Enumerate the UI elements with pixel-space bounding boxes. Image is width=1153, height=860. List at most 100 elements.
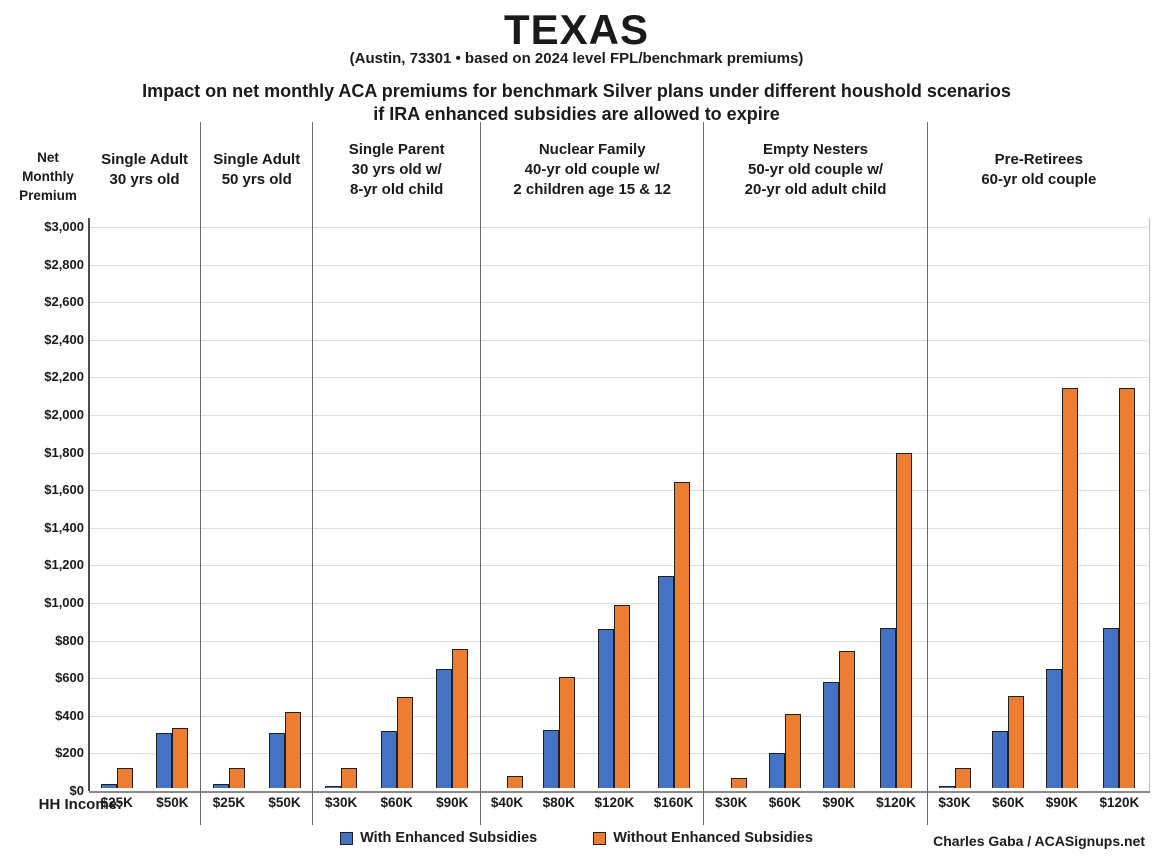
bar-with-subsidies xyxy=(992,731,1009,788)
bar-pair xyxy=(325,768,358,788)
y-tick-label: $2,600 xyxy=(44,294,84,310)
income-category-label: $90K xyxy=(822,795,855,810)
y-tick-label: $3,000 xyxy=(44,219,84,234)
income-category-label: $80K xyxy=(542,795,575,810)
income-category: $50K xyxy=(156,218,189,825)
scenario-group: Single Adult 30 yrs old $25K $50K xyxy=(89,122,200,825)
gridline xyxy=(89,302,1150,304)
bar-pair xyxy=(380,697,413,788)
scenario-group-header: Empty Nesters 50-yr old couple w/ 20-yr … xyxy=(744,141,887,198)
scenario-group-bars: $40K $80K $120K $160K xyxy=(481,218,703,825)
chart-title: TEXAS xyxy=(503,6,650,53)
bar-without-subsidies xyxy=(506,776,523,788)
income-category: $90K xyxy=(822,218,855,825)
scenario-group: Single Parent 30 yrs old w/ 8-yr old chi… xyxy=(312,122,480,825)
scenario-group-bars: $30K $60K $90K $120K xyxy=(928,218,1150,825)
income-category-label: $50K xyxy=(156,795,189,810)
income-category: $90K xyxy=(436,218,468,825)
y-tick-label: $200 xyxy=(55,745,84,761)
bar-with-subsidies xyxy=(657,576,674,788)
y-axis-line xyxy=(88,218,90,791)
bar-without-subsidies xyxy=(558,677,575,788)
income-category-label: $50K xyxy=(268,795,301,810)
bar-with-subsidies xyxy=(212,784,229,788)
bar-pair xyxy=(156,728,189,788)
legend-swatch-orange-icon xyxy=(593,831,607,845)
scenario-group-header: Single Parent 30 yrs old w/ 8-yr old chi… xyxy=(348,141,445,198)
credit-attribution: Charles Gaba / ACASignups.net xyxy=(933,833,1145,849)
income-category: $60K xyxy=(992,218,1024,825)
bar-with-subsidies xyxy=(1103,628,1120,788)
bar-without-subsidies xyxy=(954,768,971,788)
bar-pair xyxy=(1045,388,1078,788)
income-category-label: $40K xyxy=(490,795,524,810)
income-category-label: $30K xyxy=(715,795,748,810)
legend-label-without-subsidies: Without Enhanced Subsidies xyxy=(613,830,813,846)
income-category-label: $25K xyxy=(100,795,133,810)
chart-headline: Impact on net monthly ACA premiums for b… xyxy=(0,80,1153,126)
bar-without-subsidies xyxy=(341,768,358,788)
bar-with-subsidies xyxy=(268,733,285,788)
bar-pair xyxy=(992,696,1025,788)
scenario-group-header: Single Adult 50 yrs old xyxy=(213,151,301,188)
income-category: $25K xyxy=(213,218,245,825)
y-tick-label: $1,600 xyxy=(44,482,84,498)
y-tick-label: $400 xyxy=(55,707,84,723)
bar-pair xyxy=(1103,388,1136,788)
income-category-label: $30K xyxy=(324,795,358,810)
y-tick-label: $1,200 xyxy=(44,557,84,573)
bar-with-subsidies xyxy=(822,682,839,788)
bar-pair xyxy=(822,651,855,788)
y-axis-title: Net Monthly Premium xyxy=(19,150,77,203)
bar-without-subsidies xyxy=(1008,696,1025,788)
plot-right-border xyxy=(1149,218,1150,791)
y-tick-label: $2,200 xyxy=(44,369,84,385)
bar-with-subsidies xyxy=(1045,669,1062,788)
income-category: $60K xyxy=(769,218,801,825)
legend-label-with-subsidies: With Enhanced Subsidies xyxy=(360,830,538,846)
income-category: $90K xyxy=(1046,218,1078,825)
scenario-group: Empty Nesters 50-yr old couple w/ 20-yr … xyxy=(703,122,926,825)
scenario-group-header: Single Adult 30 yrs old xyxy=(101,151,189,188)
bar-without-subsidies xyxy=(452,649,469,788)
bar-without-subsidies xyxy=(784,714,801,788)
x-axis-title: HH Income: xyxy=(38,796,122,813)
y-tick-label: $2,400 xyxy=(44,331,84,347)
bar-without-subsidies xyxy=(284,712,301,788)
y-tick-label: $800 xyxy=(55,632,84,648)
bar-pair xyxy=(938,768,971,788)
income-category-label: $60K xyxy=(768,795,802,810)
bar-without-subsidies xyxy=(172,728,189,788)
bar-pair xyxy=(212,768,245,788)
gridline xyxy=(89,227,1150,228)
bar-with-subsidies xyxy=(380,731,397,788)
income-category: $30K xyxy=(325,218,357,825)
bar-groups: Single Adult 30 yrs old $25K $50K Single Ad… xyxy=(89,122,1150,825)
bar-with-subsidies xyxy=(156,733,173,788)
income-category-label: $90K xyxy=(436,795,469,810)
bar-with-subsidies xyxy=(768,753,785,788)
gridline xyxy=(89,264,1150,266)
income-category: $120K xyxy=(876,218,916,825)
y-tick-label: $1,400 xyxy=(44,519,84,535)
gridline xyxy=(89,452,1150,454)
gridline xyxy=(89,603,1150,604)
bar-pair xyxy=(542,677,575,788)
bar-pair xyxy=(436,649,469,788)
income-category: $40K xyxy=(491,218,523,825)
income-category: $120K xyxy=(1099,218,1139,825)
income-category-label: $90K xyxy=(1045,795,1079,810)
income-category: $80K xyxy=(543,218,575,825)
bar-with-subsidies xyxy=(880,628,897,788)
income-category-label: $60K xyxy=(992,795,1025,810)
income-category-label: $25K xyxy=(212,795,246,810)
income-category: $60K xyxy=(381,218,413,825)
y-tick-label: $2,000 xyxy=(44,407,84,422)
income-category-label: $160K xyxy=(653,795,694,810)
scenario-group-bars: $30K $60K $90K $120K xyxy=(704,218,926,825)
chart-headline-line1: Impact on net monthly ACA premiums for b… xyxy=(142,81,1011,101)
scenario-group-header: Pre-Retirees 60-yr old couple xyxy=(981,151,1097,188)
scenario-group: Nuclear Family 40-yr old couple w/ 2 chi… xyxy=(480,122,703,825)
bar-without-subsidies xyxy=(1119,388,1136,788)
gridline xyxy=(89,527,1150,529)
